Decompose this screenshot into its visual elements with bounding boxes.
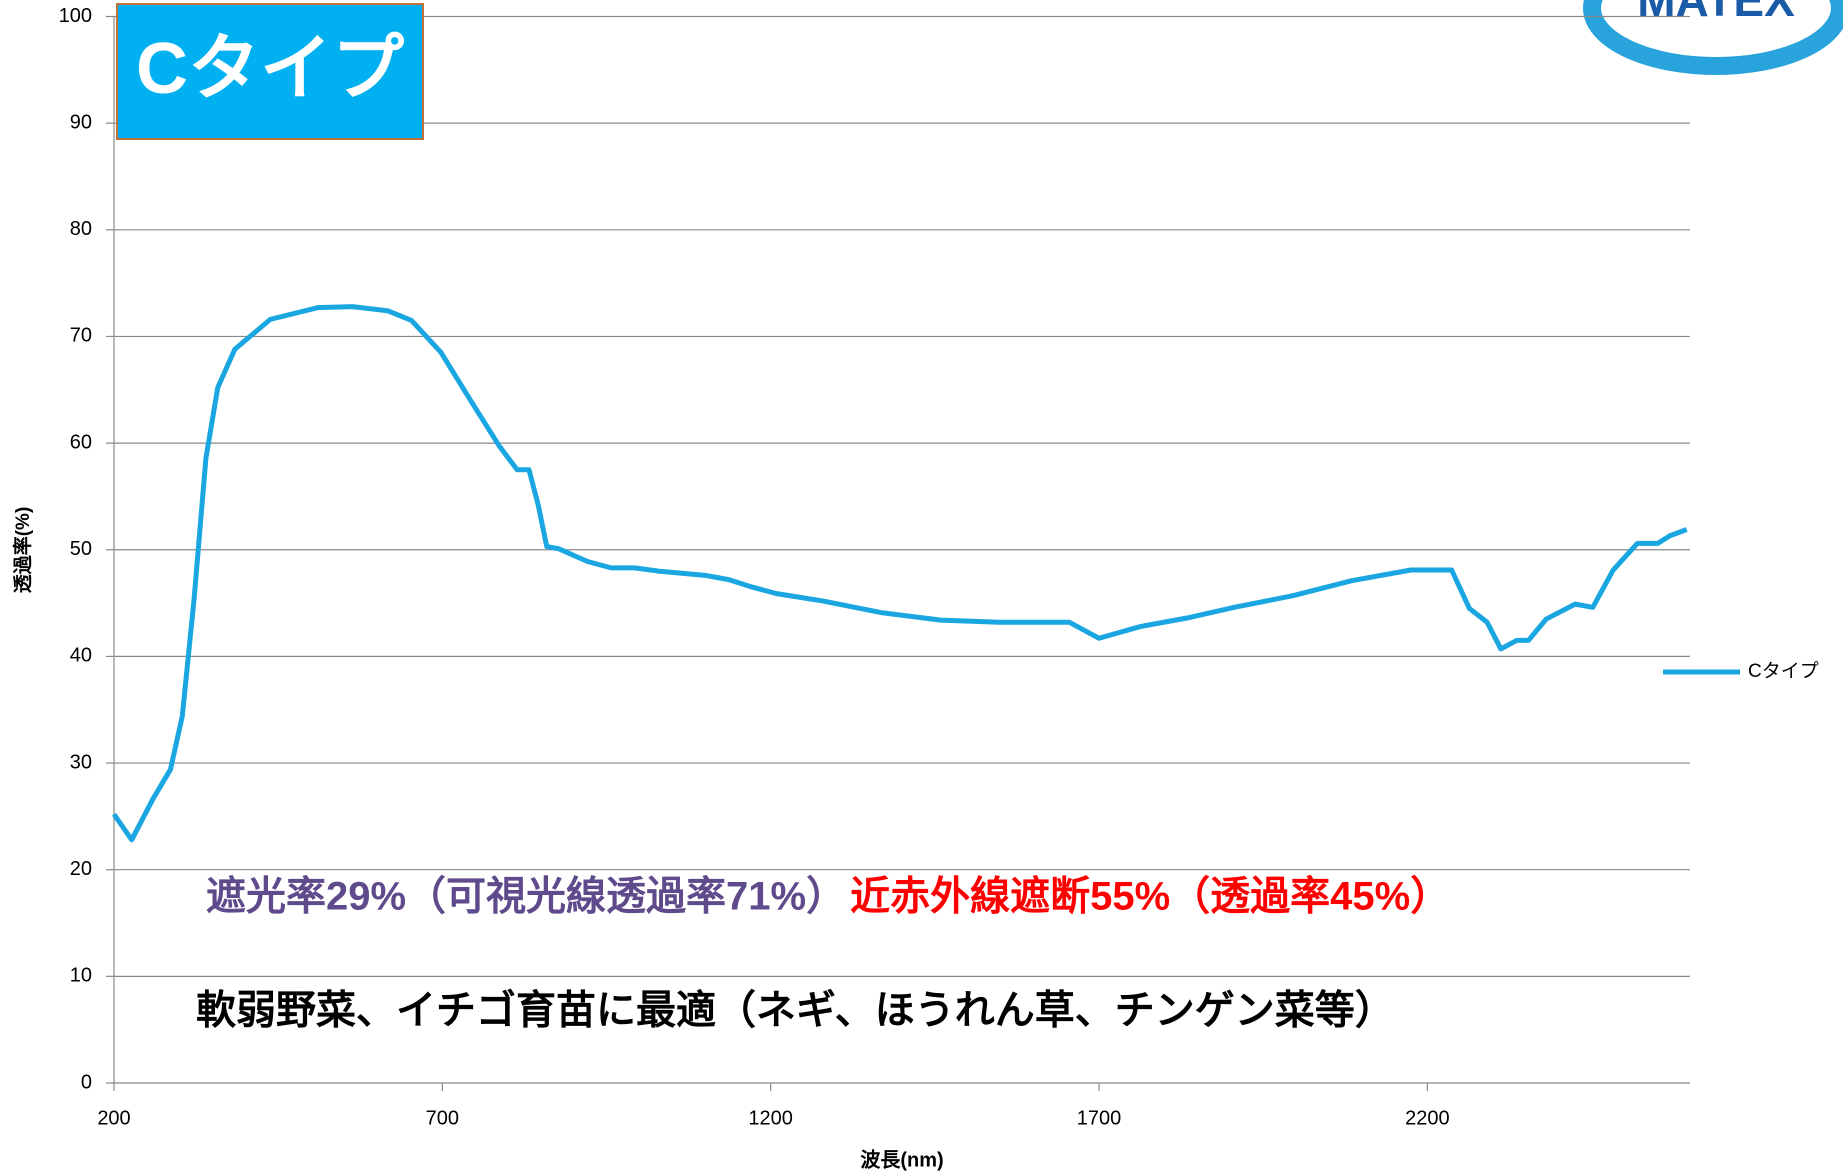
x-tick-label: 200 [97, 1107, 130, 1129]
chart-title: Cタイプ [136, 29, 404, 109]
y-tick-label: 20 [70, 858, 92, 880]
annotation: 軟弱野菜、イチゴ育苗に最適（ネギ、ほうれん草、チンゲン菜等） [196, 988, 1395, 1033]
y-tick-label: 90 [70, 111, 92, 133]
y-tick-label: 60 [70, 431, 92, 453]
legend-label: Cタイプ [1748, 660, 1819, 682]
y-tick-label: 70 [70, 325, 92, 347]
x-tick-label: 2200 [1405, 1107, 1450, 1129]
y-tick-label: 50 [70, 538, 92, 560]
x-tick-label: 1200 [748, 1107, 793, 1129]
annotation: 近赤外線遮断55%（透過率45%） [850, 875, 1450, 919]
x-axis-label: 波長(nm) [860, 1148, 943, 1171]
y-axis-label: 透過率(%) [11, 507, 34, 594]
title-box [116, 3, 424, 140]
y-tick-label: 100 [59, 5, 92, 27]
y-tick-label: 80 [70, 218, 92, 240]
y-tick-label: 30 [70, 751, 92, 773]
y-tick-label: 0 [81, 1071, 92, 1093]
data-line [111, 304, 1688, 843]
y-tick-label: 10 [70, 965, 92, 987]
logo: MATEX [1637, 0, 1795, 26]
x-tick-label: 700 [426, 1107, 459, 1129]
logo-ring [1583, 0, 1843, 75]
x-tick-label: 1700 [1077, 1107, 1122, 1129]
y-tick-label: 40 [70, 645, 92, 667]
annotation: 遮光率29%（可視光線透過率71%） [206, 875, 846, 919]
